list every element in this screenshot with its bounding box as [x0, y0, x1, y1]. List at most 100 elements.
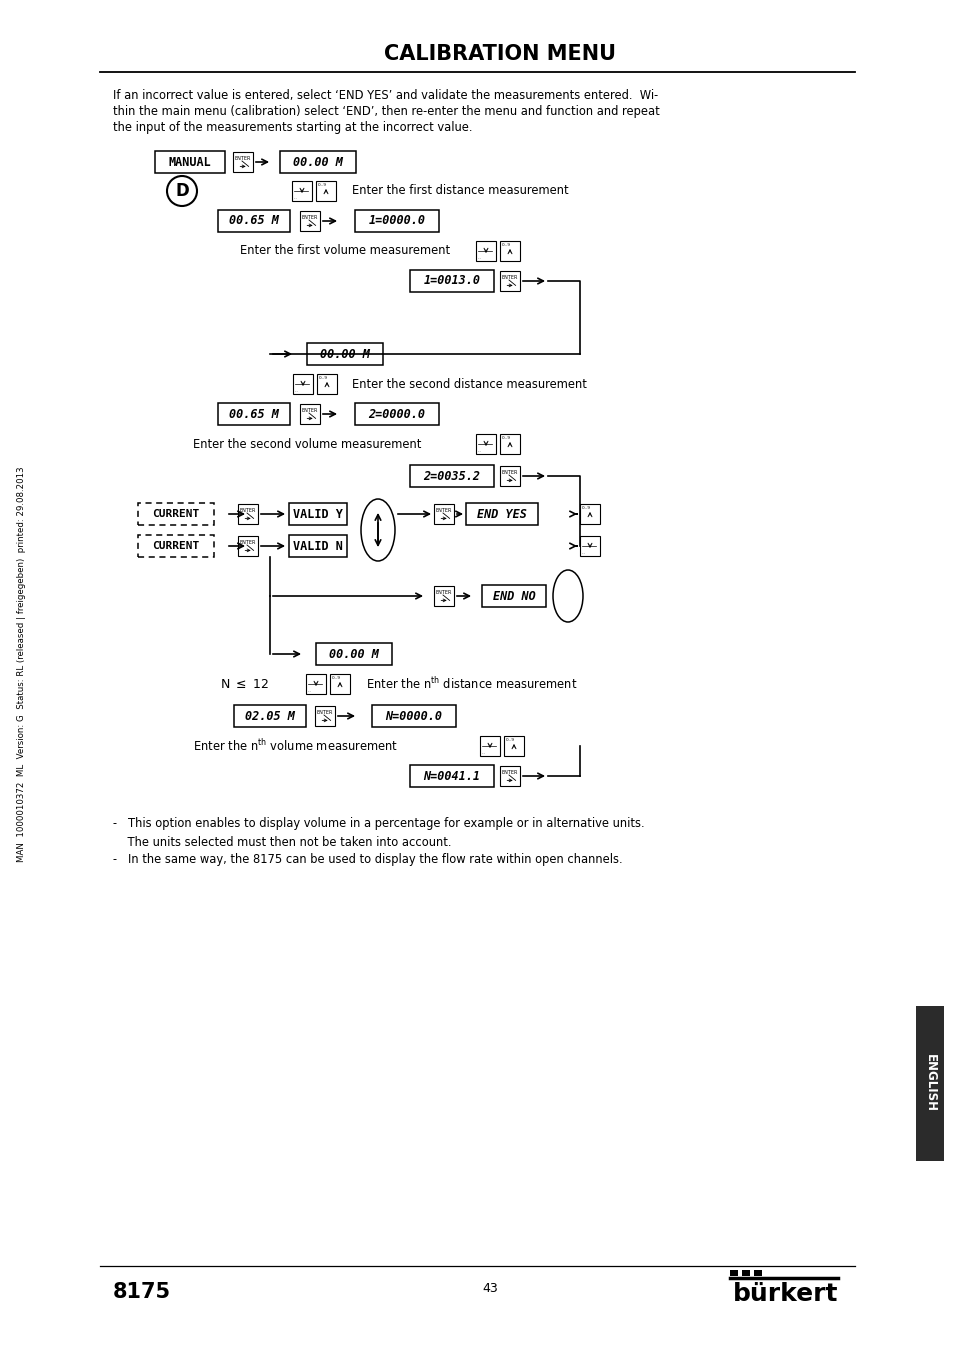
Text: VALID N: VALID N — [293, 539, 342, 552]
Text: N $\leq$ 12: N $\leq$ 12 — [220, 677, 269, 691]
Text: ENTER: ENTER — [436, 590, 452, 594]
Text: 0...9: 0...9 — [332, 676, 340, 680]
FancyBboxPatch shape — [299, 403, 319, 424]
Text: ...: ... — [481, 750, 485, 754]
Text: CURRENT: CURRENT — [152, 542, 199, 551]
FancyBboxPatch shape — [741, 1270, 749, 1275]
FancyBboxPatch shape — [237, 504, 257, 524]
FancyBboxPatch shape — [729, 1270, 738, 1275]
FancyBboxPatch shape — [237, 536, 257, 556]
FancyBboxPatch shape — [753, 1270, 761, 1275]
Text: ENTER: ENTER — [316, 709, 333, 715]
FancyBboxPatch shape — [499, 466, 519, 486]
FancyBboxPatch shape — [306, 674, 326, 695]
Text: ENTER: ENTER — [501, 770, 517, 774]
Ellipse shape — [553, 570, 582, 621]
Text: ENTER: ENTER — [301, 408, 318, 413]
FancyBboxPatch shape — [307, 343, 382, 366]
Text: Enter the first volume measurement: Enter the first volume measurement — [240, 245, 450, 257]
Text: ENTER: ENTER — [239, 508, 256, 513]
FancyBboxPatch shape — [434, 586, 454, 607]
Text: 0...9: 0...9 — [501, 436, 510, 440]
Text: MANUAL: MANUAL — [169, 156, 212, 168]
Text: CALIBRATION MENU: CALIBRATION MENU — [384, 43, 616, 64]
Text: D: D — [175, 181, 189, 200]
Text: 02.05 M: 02.05 M — [245, 709, 294, 723]
FancyBboxPatch shape — [330, 674, 350, 695]
FancyBboxPatch shape — [481, 585, 545, 607]
FancyBboxPatch shape — [499, 766, 519, 787]
Text: 0...9: 0...9 — [318, 376, 327, 380]
Text: ENTER: ENTER — [501, 275, 517, 280]
FancyBboxPatch shape — [314, 705, 335, 726]
Text: 2=0035.2: 2=0035.2 — [423, 470, 480, 482]
Text: 2=0000.0: 2=0000.0 — [368, 408, 425, 421]
FancyBboxPatch shape — [372, 705, 456, 727]
Text: 00.65 M: 00.65 M — [229, 214, 278, 227]
FancyBboxPatch shape — [479, 737, 499, 756]
FancyBboxPatch shape — [434, 504, 454, 524]
Text: If an incorrect value is entered, select ‘END YES’ and validate the measurements: If an incorrect value is entered, select… — [112, 89, 658, 103]
FancyBboxPatch shape — [218, 403, 290, 425]
FancyBboxPatch shape — [915, 1006, 943, 1160]
Text: ...: ... — [294, 195, 297, 199]
FancyBboxPatch shape — [499, 241, 519, 261]
Text: 0...9: 0...9 — [505, 738, 514, 742]
Text: 00.65 M: 00.65 M — [229, 408, 278, 421]
Text: Enter the second distance measurement: Enter the second distance measurement — [352, 378, 586, 390]
Text: ...: ... — [294, 389, 298, 393]
FancyBboxPatch shape — [315, 181, 335, 200]
Text: Enter the first distance measurement: Enter the first distance measurement — [352, 184, 568, 198]
Ellipse shape — [360, 500, 395, 561]
FancyBboxPatch shape — [293, 374, 313, 394]
Text: The units selected must then not be taken into account.: The units selected must then not be take… — [112, 835, 451, 849]
FancyBboxPatch shape — [218, 210, 290, 232]
Text: 0...9: 0...9 — [317, 183, 326, 187]
FancyBboxPatch shape — [299, 211, 319, 232]
Text: 0...9: 0...9 — [581, 506, 590, 510]
Text: 0...9: 0...9 — [501, 242, 510, 246]
Text: VALID Y: VALID Y — [293, 508, 342, 520]
FancyBboxPatch shape — [579, 504, 599, 524]
Text: Enter the n$^{\rm th}$ volume measurement: Enter the n$^{\rm th}$ volume measuremen… — [193, 738, 398, 754]
Text: bürkert: bürkert — [732, 1282, 837, 1307]
FancyBboxPatch shape — [503, 737, 523, 756]
Text: 00.00 M: 00.00 M — [293, 156, 342, 168]
Text: END YES: END YES — [476, 508, 526, 520]
Text: 1=0000.0: 1=0000.0 — [368, 214, 425, 227]
FancyBboxPatch shape — [476, 435, 496, 454]
Text: the input of the measurements starting at the incorrect value.: the input of the measurements starting a… — [112, 122, 472, 134]
Text: Enter the second volume measurement: Enter the second volume measurement — [193, 437, 421, 451]
FancyBboxPatch shape — [138, 502, 213, 525]
Text: N=0000.0: N=0000.0 — [385, 709, 442, 723]
FancyBboxPatch shape — [410, 269, 494, 292]
Text: 00.00 M: 00.00 M — [329, 647, 378, 661]
Text: ...: ... — [477, 448, 481, 452]
Text: N=0041.1: N=0041.1 — [423, 769, 480, 783]
FancyBboxPatch shape — [292, 181, 312, 200]
Text: thin the main menu (calibration) select ‘END’, then re-enter the menu and functi: thin the main menu (calibration) select … — [112, 106, 659, 119]
FancyBboxPatch shape — [355, 210, 438, 232]
FancyBboxPatch shape — [154, 152, 225, 173]
FancyBboxPatch shape — [280, 152, 355, 173]
FancyBboxPatch shape — [410, 464, 494, 487]
Text: ENTER: ENTER — [436, 508, 452, 513]
FancyBboxPatch shape — [355, 403, 438, 425]
FancyBboxPatch shape — [579, 536, 599, 556]
FancyBboxPatch shape — [499, 435, 519, 454]
Text: -   This option enables to display volume in a percentage for example or in alte: - This option enables to display volume … — [112, 818, 644, 830]
FancyBboxPatch shape — [476, 241, 496, 261]
FancyBboxPatch shape — [289, 535, 347, 556]
FancyBboxPatch shape — [233, 152, 253, 172]
Text: END NO: END NO — [492, 589, 535, 603]
FancyBboxPatch shape — [138, 535, 213, 556]
Text: ENTER: ENTER — [239, 540, 256, 544]
Text: 8175: 8175 — [112, 1282, 171, 1303]
FancyBboxPatch shape — [233, 705, 306, 727]
Text: ENGLISH: ENGLISH — [923, 1055, 936, 1113]
Text: 1=0013.0: 1=0013.0 — [423, 275, 480, 287]
Text: ...: ... — [477, 256, 481, 260]
Text: ENTER: ENTER — [501, 470, 517, 475]
Text: ENTER: ENTER — [234, 156, 251, 161]
Text: Enter the n$^{\rm th}$ distance measurement: Enter the n$^{\rm th}$ distance measurem… — [366, 676, 577, 692]
